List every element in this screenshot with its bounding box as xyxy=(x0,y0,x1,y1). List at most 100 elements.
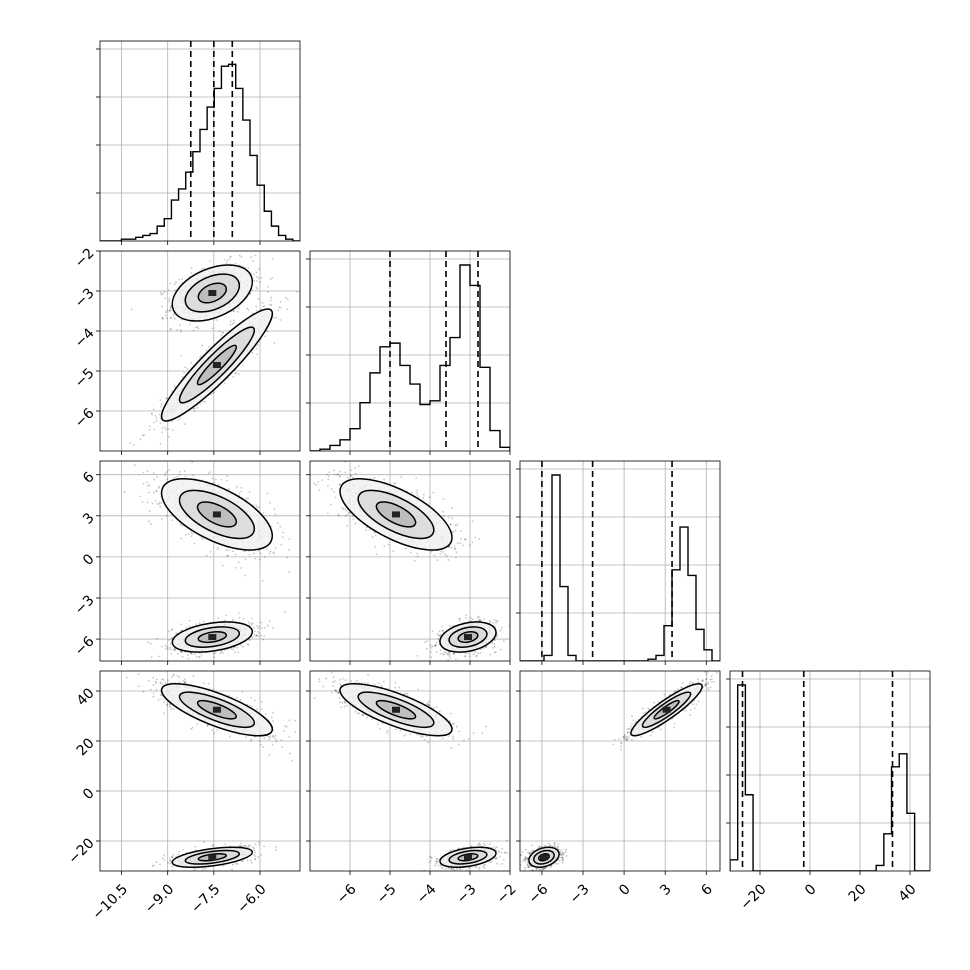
scatter-point xyxy=(146,481,148,484)
scatter-point xyxy=(218,330,221,333)
scatter-point xyxy=(233,321,236,324)
scatter-point xyxy=(159,399,162,401)
scatter-point xyxy=(199,355,202,358)
scatter-point xyxy=(217,617,220,620)
scatter-point xyxy=(133,458,135,460)
scatter-point xyxy=(181,524,184,527)
scatter-point xyxy=(186,368,189,370)
scatter-point xyxy=(174,289,176,292)
scatter-point xyxy=(226,475,229,477)
scatter-points xyxy=(129,254,298,446)
scatter-point xyxy=(235,485,238,488)
scatter-point xyxy=(165,514,168,517)
histogram-step xyxy=(100,63,300,241)
scatter-point xyxy=(153,421,156,424)
scatter-point xyxy=(263,626,266,629)
scatter-point xyxy=(445,652,448,654)
scatter-point xyxy=(205,349,208,352)
scatter-point xyxy=(169,282,172,285)
scatter-point xyxy=(190,272,193,274)
scatter-point xyxy=(464,654,467,657)
scatter-point xyxy=(422,493,425,496)
scatter-point xyxy=(492,646,495,649)
scatter-point xyxy=(485,646,487,649)
scatter-point xyxy=(208,260,211,263)
scatter-point xyxy=(453,548,456,551)
scatter-point xyxy=(256,627,259,630)
scatter-point xyxy=(488,621,491,624)
scatter-point xyxy=(470,617,472,619)
scatter-point xyxy=(495,621,497,624)
scatter-point xyxy=(171,420,174,423)
scatter-point xyxy=(213,656,215,659)
scatter-point xyxy=(439,649,442,652)
scatter-point xyxy=(500,627,503,629)
scatter-point xyxy=(167,428,170,430)
scatter-point xyxy=(146,470,149,473)
scatter-point xyxy=(282,531,285,534)
scatter-point xyxy=(200,536,203,539)
scatter-point xyxy=(170,638,173,640)
scatter-point xyxy=(330,503,332,506)
y-tick-label: −3 xyxy=(72,285,98,311)
scatter-point xyxy=(194,326,197,329)
scatter-point xyxy=(448,655,451,657)
scatter-point xyxy=(449,625,451,627)
scatter-point xyxy=(431,630,434,633)
scatter-point xyxy=(273,342,276,345)
scatter-point xyxy=(272,626,274,629)
scatter-point xyxy=(160,403,163,405)
scatter-point xyxy=(150,412,153,415)
scatter-point xyxy=(439,550,442,552)
scatter-point xyxy=(234,651,237,654)
scatter-point xyxy=(245,497,248,500)
scatter-point xyxy=(190,531,193,533)
scatter-point xyxy=(256,634,259,637)
scatter-point xyxy=(187,533,190,535)
scatter-point xyxy=(139,495,142,498)
scatter-point xyxy=(193,542,196,545)
scatter-point xyxy=(443,651,446,653)
scatter-point xyxy=(154,499,157,502)
scatter-point xyxy=(383,545,386,548)
scatter-point xyxy=(219,652,221,655)
scatter-point xyxy=(155,490,158,493)
scatter-point xyxy=(452,652,455,655)
scatter-point xyxy=(148,425,151,428)
scatter-point xyxy=(274,547,277,549)
scatter-point xyxy=(288,548,290,551)
scatter-point xyxy=(479,652,482,654)
scatter-point xyxy=(471,618,474,621)
scatter-point xyxy=(453,545,456,548)
scatter-point xyxy=(208,345,211,348)
scatter-point xyxy=(164,648,167,650)
scatter-point xyxy=(269,299,272,302)
scatter-point xyxy=(209,471,212,473)
scatter-point xyxy=(220,334,223,337)
scatter-point xyxy=(441,629,444,632)
scatter-point xyxy=(247,643,250,646)
scatter-point xyxy=(249,639,252,641)
scatter-point xyxy=(238,492,241,495)
scatter-point xyxy=(338,483,341,486)
scatter-point xyxy=(416,654,419,657)
scatter-point xyxy=(242,618,245,621)
scatter-point xyxy=(454,524,457,527)
scatter-point xyxy=(342,508,345,511)
scatter-point xyxy=(269,278,272,281)
scatter-point xyxy=(497,620,499,623)
scatter-point xyxy=(184,475,187,478)
scatter-point xyxy=(156,637,159,640)
scatter-point xyxy=(237,561,240,564)
scatter-point xyxy=(442,551,444,553)
scatter-point xyxy=(173,648,175,651)
scatter-point xyxy=(169,643,172,645)
scatter-point xyxy=(168,298,171,300)
scatter-point xyxy=(493,619,496,621)
scatter-point xyxy=(257,298,260,300)
scatter-point xyxy=(247,621,250,623)
scatter-point xyxy=(491,642,494,645)
y-tick-label: 6 xyxy=(80,469,98,487)
scatter-point xyxy=(254,254,257,257)
scatter-point xyxy=(351,476,354,479)
